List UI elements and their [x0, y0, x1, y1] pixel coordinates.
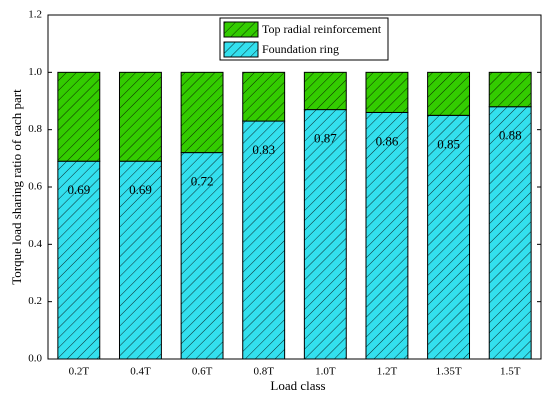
- y-tick-label: 0.8: [28, 123, 42, 135]
- y-tick-label: 1.2: [28, 9, 42, 21]
- legend-swatch-hatch: [224, 42, 258, 57]
- x-axis-label: Load class: [270, 378, 325, 393]
- bar-hatch: [304, 72, 347, 110]
- value-label: 0.87: [314, 131, 337, 146]
- value-label: 0.88: [499, 128, 522, 143]
- value-label: 0.72: [191, 174, 214, 189]
- bar-hatch: [119, 72, 162, 162]
- legend-label: Foundation ring: [262, 42, 339, 56]
- bar-hatch: [119, 161, 162, 359]
- x-tick-label: 0.8T: [253, 366, 274, 378]
- value-label: 0.83: [252, 142, 275, 157]
- bar-hatch: [57, 161, 100, 359]
- value-label: 0.69: [67, 182, 90, 197]
- x-tick-label: 1.2T: [377, 366, 398, 378]
- x-tick-label: 0.2T: [69, 366, 90, 378]
- bar-hatch: [242, 121, 285, 359]
- bar-hatch: [57, 72, 100, 162]
- legend-swatch-hatch: [224, 22, 258, 37]
- y-tick-label: 1.0: [28, 66, 42, 78]
- x-tick-label: 0.4T: [130, 366, 151, 378]
- bar-hatch: [181, 72, 224, 153]
- bar-hatch: [304, 109, 347, 359]
- value-label: 0.85: [437, 136, 460, 151]
- bar-hatch: [427, 115, 470, 359]
- value-label: 0.69: [129, 182, 152, 197]
- bar-hatch: [242, 72, 285, 122]
- x-tick-label: 1.35T: [436, 366, 462, 378]
- bar-hatch: [365, 112, 408, 359]
- legend-label: Top radial reinforcement: [262, 22, 382, 36]
- x-tick-label: 1.0T: [315, 366, 336, 378]
- y-tick-label: 0.6: [28, 181, 42, 193]
- x-tick-label: 0.6T: [192, 366, 213, 378]
- bar-hatch: [181, 152, 224, 359]
- y-tick-label: 0.2: [28, 295, 42, 307]
- y-axis-label: Torque load sharing ratio of each part: [9, 89, 24, 285]
- y-tick-label: 0.4: [28, 238, 42, 250]
- plot-frame: [47, 14, 542, 360]
- bar-hatch: [489, 106, 532, 359]
- value-label: 0.86: [376, 133, 399, 148]
- bar-hatch: [489, 72, 532, 107]
- bar-hatch: [427, 72, 470, 116]
- y-tick-label: 0.0: [28, 353, 42, 365]
- bar-hatch: [365, 72, 408, 113]
- x-tick-label: 1.5T: [500, 366, 521, 378]
